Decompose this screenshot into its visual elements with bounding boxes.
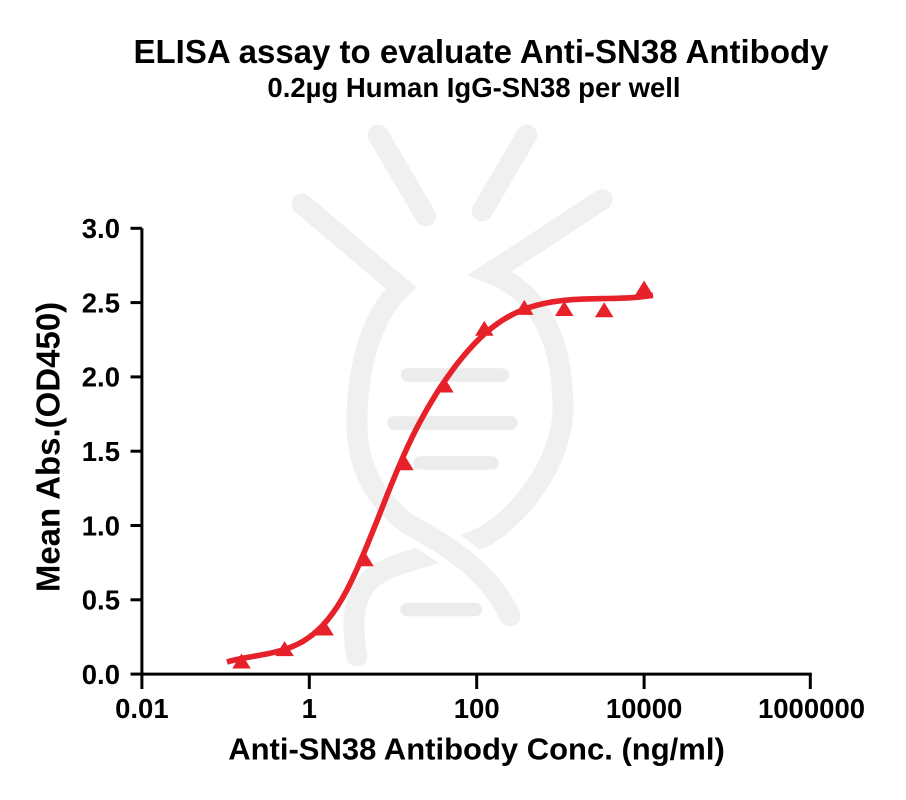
svg-text:Mean Abs.(OD450): Mean Abs.(OD450) — [30, 302, 67, 592]
svg-text:0.01: 0.01 — [115, 693, 169, 724]
svg-text:1.5: 1.5 — [82, 436, 120, 467]
svg-text:0.5: 0.5 — [82, 585, 120, 616]
svg-text:2.0: 2.0 — [82, 362, 120, 393]
svg-text:1.0: 1.0 — [82, 510, 120, 541]
svg-text:0.2µg Human IgG-SN38 per well: 0.2µg Human IgG-SN38 per well — [267, 72, 680, 103]
svg-text:ELISA assay to evaluate Anti-S: ELISA assay to evaluate Anti-SN38 Antibo… — [134, 33, 830, 70]
svg-text:1: 1 — [302, 693, 317, 724]
svg-text:100: 100 — [454, 693, 500, 724]
svg-text:0.0: 0.0 — [82, 659, 120, 690]
svg-text:3.0: 3.0 — [82, 213, 120, 244]
svg-text:Anti-SN38 Antibody Conc. (ng/m: Anti-SN38 Antibody Conc. (ng/ml) — [228, 732, 725, 767]
svg-text:10000: 10000 — [606, 693, 682, 724]
svg-text:1000000: 1000000 — [758, 693, 865, 724]
svg-text:2.5: 2.5 — [82, 287, 120, 318]
